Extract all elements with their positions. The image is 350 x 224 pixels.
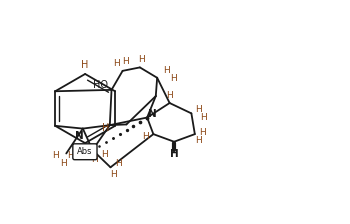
Text: H: H [110, 170, 117, 179]
Text: H: H [101, 150, 108, 159]
Text: H: H [196, 105, 202, 114]
Text: H: H [166, 91, 173, 100]
Text: H: H [115, 159, 121, 168]
Text: H: H [113, 59, 120, 69]
Text: H: H [122, 57, 129, 66]
Text: HO: HO [93, 80, 108, 90]
FancyBboxPatch shape [73, 144, 97, 160]
Text: H: H [102, 123, 109, 133]
Text: H: H [82, 147, 89, 157]
Text: H: H [199, 128, 206, 137]
Text: H: H [195, 136, 202, 145]
Text: H: H [52, 151, 58, 160]
Text: H: H [142, 132, 149, 141]
Text: H: H [67, 151, 74, 160]
Text: H: H [200, 113, 207, 122]
Text: H: H [170, 149, 178, 159]
Text: H: H [91, 155, 98, 164]
Text: N: N [148, 109, 156, 119]
Text: Abs: Abs [77, 147, 93, 156]
Text: H: H [138, 55, 145, 64]
Text: H: H [82, 60, 89, 70]
Text: H: H [60, 159, 67, 168]
Text: H: H [163, 66, 170, 75]
Text: H: H [170, 74, 177, 83]
Text: N: N [75, 131, 84, 141]
